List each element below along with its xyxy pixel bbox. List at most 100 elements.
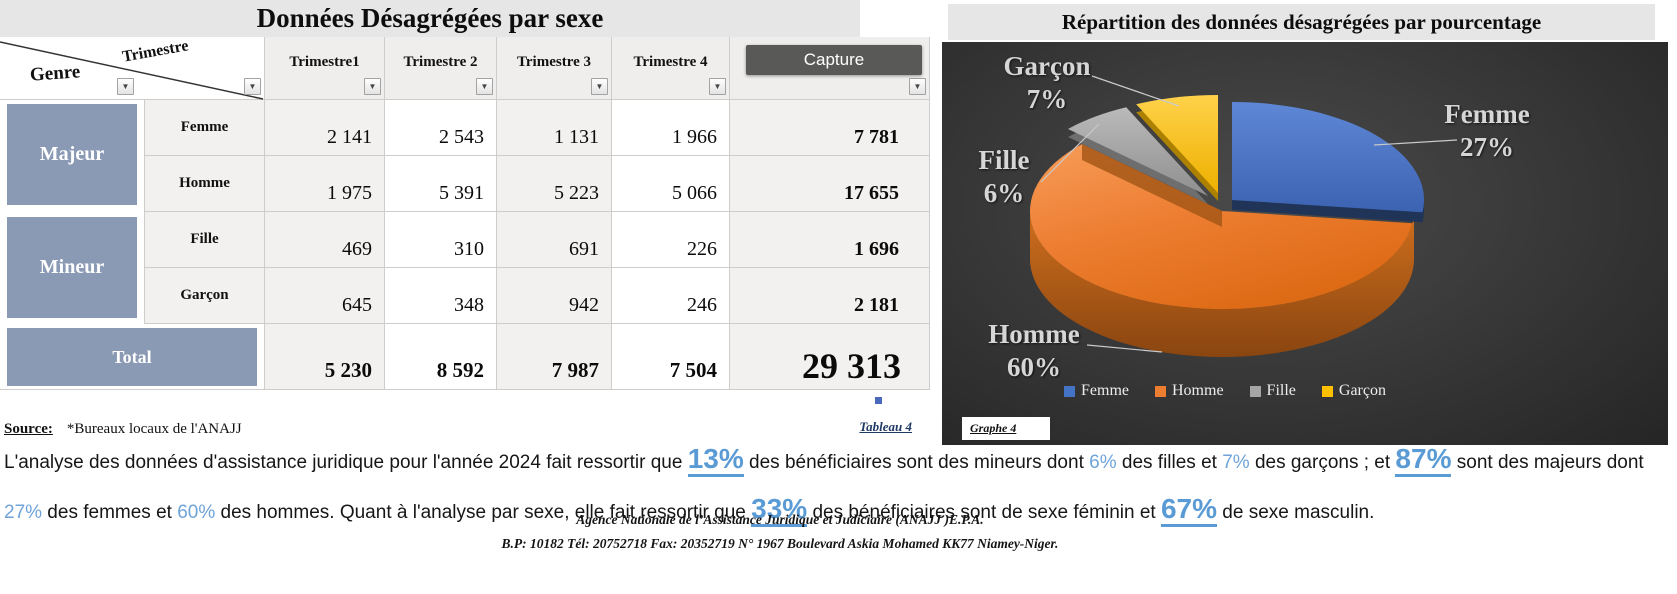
tableau-ref-label: Tableau 4	[859, 419, 912, 434]
row-header-garcon[interactable]: Garçon	[145, 268, 265, 324]
group-cell-mineur[interactable]: Mineur	[7, 217, 137, 318]
legend-swatch	[1321, 385, 1333, 397]
table-cell[interactable]: 348	[385, 268, 497, 324]
total-row-cell[interactable]: 7 987	[497, 324, 612, 390]
analysis-percentage: 33%	[751, 493, 808, 527]
filter-button[interactable]: ▼	[709, 78, 726, 95]
chart-legend: Femme Homme Fille Garçon	[862, 382, 1588, 400]
legend-item-garcon: Garçon	[1321, 382, 1386, 400]
legend-item-femme: Femme	[1064, 382, 1129, 400]
table-cell[interactable]: 246	[612, 268, 730, 324]
footer-line-2: B.P: 10182 Tél: 20752718 Fax: 20352719 N…	[501, 536, 1059, 551]
pie-slice-femme[interactable]	[1232, 102, 1425, 223]
analysis-percentage: 67%	[1160, 493, 1218, 527]
pie-slice-garcon[interactable]	[1136, 94, 1218, 201]
footer: Agence Nationale de l’Assistance Juridiq…	[0, 512, 1560, 560]
chart-title: Répartition des données désagrégées par …	[1061, 9, 1542, 34]
table-cell-total[interactable]: 7 781	[730, 100, 930, 156]
footer-line-1: Agence Nationale de l’Assistance Juridiq…	[576, 512, 984, 527]
table-cell[interactable]: 2 141	[265, 100, 385, 156]
analysis-percentage: 7%	[1222, 452, 1250, 473]
row-header-fille[interactable]: Fille	[145, 212, 265, 268]
analysis-percentage: 13%	[687, 443, 744, 477]
source-line: Source: *Bureaux locaux de l'ANAJJ	[4, 421, 242, 438]
legend-item-fille: Fille	[1249, 382, 1296, 400]
source-value: *Bureaux locaux de l'ANAJJ	[66, 421, 242, 437]
column-header-trimestre3[interactable]: Trimestre 3 ▼	[497, 37, 612, 100]
table-cell-total[interactable]: 2 181	[730, 268, 930, 324]
table-cell[interactable]: 5 066	[612, 156, 730, 212]
pie-slice-fille[interactable]	[1068, 107, 1208, 204]
row-header-femme[interactable]: Femme	[145, 100, 265, 156]
analysis-percentage: 87%	[1395, 443, 1452, 477]
corner-label-genre: Genre	[29, 61, 81, 86]
group-cell-majeur[interactable]: Majeur	[7, 104, 137, 205]
pie-chart[interactable]: Garçon 7% Femme 27% Fille 6% Homme 60% F…	[942, 42, 1668, 445]
table-cell[interactable]: 645	[265, 268, 385, 324]
table-cell[interactable]: 5 223	[497, 156, 612, 212]
total-row-cell[interactable]: 5 230	[265, 324, 385, 390]
analysis-text: des filles et	[1116, 452, 1223, 473]
analysis-percentage: 6%	[1089, 452, 1117, 473]
filter-button[interactable]: ▼	[909, 78, 926, 95]
filter-button[interactable]: ▼	[591, 78, 608, 95]
analysis-percentage: 27%	[4, 502, 43, 523]
table-cell-total[interactable]: 17 655	[730, 156, 930, 212]
table-cell[interactable]: 1 966	[612, 100, 730, 156]
table-title: Données Désagrégées par sexe	[256, 3, 604, 33]
pie-label-femme: Femme 27%	[1444, 99, 1530, 162]
table-cell[interactable]: 5 391	[385, 156, 497, 212]
analysis-text: L'analyse des données d'assistance jurid…	[4, 452, 688, 473]
analysis-text: des femmes et	[42, 502, 178, 523]
column-header-trimestre4[interactable]: Trimestre 4 ▼	[612, 37, 730, 100]
chart-title-band: Répartition des données désagrégées par …	[948, 4, 1655, 40]
filter-button[interactable]: ▼	[244, 78, 261, 95]
leader-lines	[1040, 75, 1458, 353]
source-label: Source:	[4, 421, 53, 437]
graphe-ref-label: Graphe 4	[970, 421, 1017, 435]
graphe-ref-box: Graphe 4	[962, 417, 1050, 440]
table-cell[interactable]: 469	[265, 212, 385, 268]
filter-button[interactable]: ▼	[476, 78, 493, 95]
legend-item-homme: Homme	[1155, 382, 1224, 400]
column-header-trimestre2[interactable]: Trimestre 2 ▼	[385, 37, 497, 100]
analysis-text: de sexe masculin.	[1217, 502, 1375, 523]
column-header-trimestre1[interactable]: Trimestre1 ▼	[265, 37, 385, 100]
table-title-band: Données Désagrégées par sexe	[0, 0, 860, 37]
table-cell[interactable]: 942	[497, 268, 612, 324]
capture-tooltip: Capture	[746, 45, 922, 75]
selection-handle[interactable]	[875, 397, 882, 404]
pie-label-fille: Fille 6%	[978, 145, 1030, 208]
chart-panel: Répartition des données désagrégées par …	[940, 0, 1670, 446]
legend-swatch	[1249, 385, 1261, 397]
pie-chart-svg	[1030, 75, 1458, 357]
grand-total-cell[interactable]: 29 313	[730, 324, 930, 390]
pie-label-garcon: Garçon 7%	[1003, 51, 1091, 114]
legend-swatch	[1155, 385, 1166, 397]
analysis-text: des bénéficiaires sont des mineurs dont	[743, 452, 1090, 473]
table-cell[interactable]: 1 975	[265, 156, 385, 212]
table-cell[interactable]: 310	[385, 212, 497, 268]
analysis-paragraph: L'analyse des données d'assistance jurid…	[4, 436, 1672, 536]
row-header-homme[interactable]: Homme	[145, 156, 265, 212]
pie-label-homme: Homme 60%	[988, 319, 1080, 382]
table-cell[interactable]: 2 543	[385, 100, 497, 156]
table-cell-total[interactable]: 1 696	[730, 212, 930, 268]
analysis-text: des garçons ; et	[1249, 452, 1396, 473]
pie-slice-homme[interactable]	[1030, 144, 1414, 357]
table-cell[interactable]: 226	[612, 212, 730, 268]
total-row-cell[interactable]: 8 592	[385, 324, 497, 390]
filter-button[interactable]: ▼	[117, 78, 134, 95]
legend-swatch	[1064, 385, 1075, 397]
table-cell[interactable]: 691	[497, 212, 612, 268]
corner-header-cell[interactable]: Genre Trimestre ▼ ▼	[0, 37, 265, 100]
total-row-cell[interactable]: 7 504	[612, 324, 730, 390]
filter-button[interactable]: ▼	[364, 78, 381, 95]
table-cell[interactable]: 1 131	[497, 100, 612, 156]
analysis-text: des bénéficiaires sont de sexe féminin e…	[807, 502, 1161, 523]
analysis-text: des hommes. Quant à l'analyse par sexe, …	[215, 502, 752, 523]
total-row-label-cell[interactable]: Total	[7, 328, 257, 386]
diagonal-divider	[0, 41, 264, 100]
analysis-percentage: 60%	[177, 502, 216, 523]
